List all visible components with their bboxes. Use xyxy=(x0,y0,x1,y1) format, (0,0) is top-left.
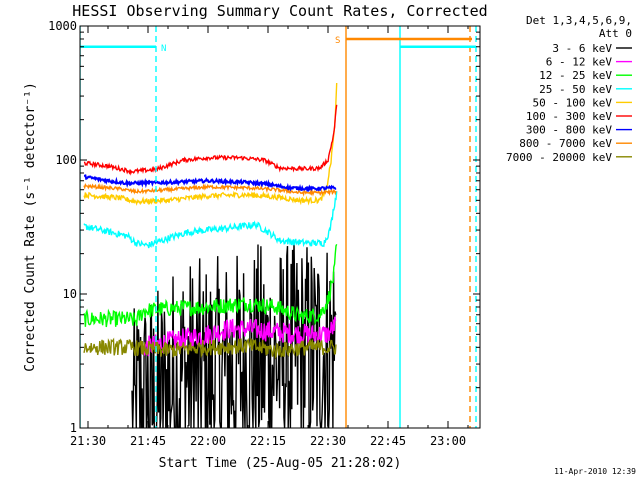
x-tick-label: 22:00 xyxy=(190,434,226,448)
flag-label: N xyxy=(161,44,166,54)
footer-timestamp: 11-Apr-2010 12:39 xyxy=(554,467,636,476)
series-line-50-100-kev xyxy=(83,82,338,206)
y-axis-label: Corrected Count Rate (s⁻¹ detector⁻¹) xyxy=(23,82,38,372)
y-tick-label: 100 xyxy=(55,153,77,167)
x-tick-label: 21:30 xyxy=(70,434,106,448)
series-line-800-7000-kev xyxy=(83,182,337,197)
legend-entry-label: 7000 - 20000 keV xyxy=(506,151,612,164)
legend-entry-label: 300 - 800 keV xyxy=(526,124,612,137)
series-line-3-6-kev xyxy=(131,240,337,428)
legend-entry-label: 12 - 25 keV xyxy=(539,69,612,82)
y-tick-label: 1 xyxy=(70,421,77,435)
flag-label: S xyxy=(335,36,340,46)
x-tick-label: 23:00 xyxy=(430,434,466,448)
y-tick-label: 1000 xyxy=(48,19,77,33)
legend-entry-label: 800 - 7000 keV xyxy=(519,137,612,150)
plot-frame xyxy=(79,25,481,429)
x-tick-label: 22:45 xyxy=(370,434,406,448)
x-tick-label: 22:15 xyxy=(250,434,286,448)
series-line-12-25-kev xyxy=(83,244,338,328)
legend-entry-label: 100 - 300 keV xyxy=(526,110,612,123)
legend-entry-label: 3 - 6 keV xyxy=(552,42,612,55)
legend-header-1: Det 1,3,4,5,6,9, xyxy=(526,14,632,27)
chart-title: HESSI Observing Summary Count Rates, Cor… xyxy=(72,2,487,20)
legend-entry-label: 25 - 50 keV xyxy=(539,83,612,96)
legend-header-2: Att 0 xyxy=(599,27,632,40)
legend-entry-label: 50 - 100 keV xyxy=(533,96,613,109)
x-tick-label: 22:30 xyxy=(310,434,346,448)
legend-entry-label: 6 - 12 keV xyxy=(546,56,613,69)
y-tick-label: 10 xyxy=(63,287,77,301)
series-line-25-50-kev xyxy=(83,191,338,249)
x-axis-label: Start Time (25-Aug-05 21:28:02) xyxy=(159,456,402,471)
series-line-300-800-kev xyxy=(84,174,337,194)
series-line-100-300-kev xyxy=(83,104,338,176)
series-line-7000-20000-kev xyxy=(83,337,337,360)
series-line-6-12-kev xyxy=(143,316,337,357)
x-tick-label: 21:45 xyxy=(130,434,166,448)
